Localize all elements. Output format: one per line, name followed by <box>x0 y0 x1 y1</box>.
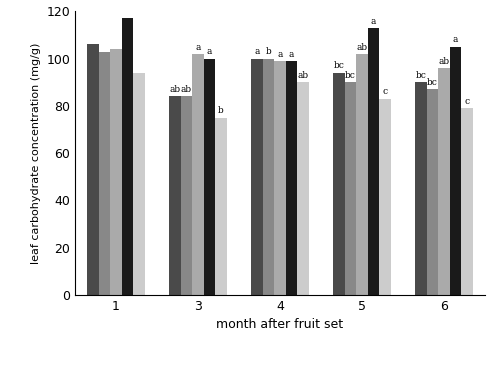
Bar <box>252 59 263 295</box>
Text: a: a <box>278 50 282 59</box>
Bar <box>461 108 472 295</box>
Bar <box>133 73 144 295</box>
Bar <box>170 96 181 295</box>
Bar <box>427 89 438 295</box>
Text: bc: bc <box>416 71 426 80</box>
Bar <box>297 82 308 295</box>
Text: ab: ab <box>356 42 368 51</box>
Text: a: a <box>371 17 376 26</box>
Bar <box>192 54 203 295</box>
Text: ab: ab <box>438 57 450 66</box>
Bar <box>334 73 345 295</box>
Text: ab: ab <box>181 85 192 94</box>
Text: a: a <box>207 47 212 56</box>
Text: c: c <box>464 97 469 106</box>
Bar <box>204 59 215 295</box>
Text: ab: ab <box>298 71 308 80</box>
Bar <box>416 82 427 295</box>
Bar <box>122 19 133 295</box>
Bar <box>181 96 192 295</box>
Bar <box>379 99 390 295</box>
Bar <box>286 61 297 295</box>
Text: a: a <box>453 36 458 45</box>
Bar <box>99 51 110 295</box>
Bar <box>438 68 450 295</box>
Bar <box>88 45 99 295</box>
Bar <box>345 82 356 295</box>
Text: ab: ab <box>170 85 180 94</box>
Text: bc: bc <box>345 71 356 80</box>
X-axis label: month after fruit set: month after fruit set <box>216 318 344 331</box>
Bar <box>274 61 285 295</box>
Text: b: b <box>218 106 224 115</box>
Text: bc: bc <box>334 61 344 70</box>
Text: c: c <box>382 87 388 96</box>
Text: a: a <box>196 42 200 51</box>
Text: a: a <box>289 50 294 59</box>
Bar <box>450 47 461 295</box>
Bar <box>368 28 379 295</box>
Bar <box>110 49 122 295</box>
Bar <box>215 118 226 295</box>
Text: bc: bc <box>427 78 438 87</box>
Bar <box>356 54 368 295</box>
Text: b: b <box>266 47 272 56</box>
Bar <box>263 59 274 295</box>
Text: a: a <box>254 47 260 56</box>
Y-axis label: leaf carbohydrate concentration (mg/g): leaf carbohydrate concentration (mg/g) <box>30 42 40 264</box>
